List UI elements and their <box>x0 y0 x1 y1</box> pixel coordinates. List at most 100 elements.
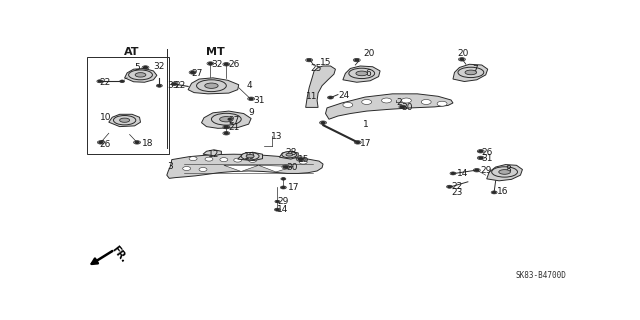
Polygon shape <box>203 150 221 156</box>
Circle shape <box>220 158 228 162</box>
Circle shape <box>248 158 257 162</box>
Circle shape <box>205 157 213 161</box>
Text: 33: 33 <box>167 81 179 90</box>
Text: 3: 3 <box>167 162 173 171</box>
Ellipse shape <box>129 70 152 80</box>
Polygon shape <box>202 111 251 128</box>
Text: 21: 21 <box>229 123 240 132</box>
Circle shape <box>199 167 207 172</box>
Ellipse shape <box>205 83 218 88</box>
Text: 30: 30 <box>401 103 413 112</box>
Polygon shape <box>259 165 293 172</box>
Circle shape <box>225 132 228 134</box>
Circle shape <box>475 169 479 171</box>
Circle shape <box>121 81 124 82</box>
Circle shape <box>460 58 464 60</box>
Circle shape <box>300 160 307 164</box>
Ellipse shape <box>211 113 241 125</box>
Text: 15: 15 <box>298 155 310 164</box>
Text: 16: 16 <box>497 187 508 196</box>
Text: 13: 13 <box>271 132 282 141</box>
Text: SK83-B4700D: SK83-B4700D <box>515 271 566 280</box>
Circle shape <box>307 59 311 61</box>
Polygon shape <box>486 164 522 181</box>
Circle shape <box>329 97 332 98</box>
Polygon shape <box>453 64 488 82</box>
Text: 23: 23 <box>451 188 462 197</box>
Polygon shape <box>188 78 239 94</box>
Bar <box>88 57 169 154</box>
Circle shape <box>182 166 191 171</box>
Text: 10: 10 <box>100 113 111 122</box>
Text: 11: 11 <box>306 92 317 101</box>
Text: 26: 26 <box>482 148 493 157</box>
Ellipse shape <box>241 153 259 160</box>
Circle shape <box>99 141 103 143</box>
Polygon shape <box>167 154 323 178</box>
Text: 19: 19 <box>244 152 255 161</box>
Polygon shape <box>280 151 298 159</box>
Ellipse shape <box>220 116 233 122</box>
Text: 14: 14 <box>277 205 289 214</box>
Text: 20: 20 <box>364 49 375 58</box>
Circle shape <box>321 122 325 124</box>
Polygon shape <box>125 68 157 82</box>
Circle shape <box>225 63 228 65</box>
Circle shape <box>282 178 285 180</box>
Circle shape <box>298 158 303 160</box>
Circle shape <box>228 119 231 120</box>
Text: 14: 14 <box>457 169 468 179</box>
Circle shape <box>282 187 285 188</box>
Text: 22: 22 <box>100 78 111 87</box>
Text: 29: 29 <box>481 166 492 175</box>
Ellipse shape <box>113 116 136 125</box>
Ellipse shape <box>458 67 484 77</box>
Circle shape <box>381 98 392 103</box>
Circle shape <box>135 141 139 143</box>
Circle shape <box>234 158 242 162</box>
Circle shape <box>209 63 212 65</box>
Text: 22: 22 <box>174 81 186 90</box>
Circle shape <box>191 71 195 73</box>
Polygon shape <box>326 94 453 119</box>
Polygon shape <box>306 66 335 108</box>
Circle shape <box>143 67 147 68</box>
Text: 4: 4 <box>246 81 252 90</box>
Text: 2: 2 <box>396 98 402 107</box>
Text: 32: 32 <box>154 62 164 71</box>
Circle shape <box>479 157 483 159</box>
Circle shape <box>362 100 372 104</box>
Circle shape <box>451 172 454 174</box>
Text: 18: 18 <box>142 139 154 148</box>
Circle shape <box>157 85 161 86</box>
Circle shape <box>356 141 360 143</box>
Text: 31: 31 <box>253 96 265 105</box>
Ellipse shape <box>286 153 292 156</box>
Circle shape <box>437 101 447 106</box>
Circle shape <box>173 83 176 85</box>
Circle shape <box>479 150 483 152</box>
Text: 27: 27 <box>229 116 240 125</box>
Ellipse shape <box>465 70 477 75</box>
Text: 6: 6 <box>365 69 371 78</box>
Polygon shape <box>343 66 380 82</box>
Text: 22: 22 <box>451 182 462 191</box>
Ellipse shape <box>135 73 146 77</box>
Text: 26: 26 <box>229 60 240 69</box>
Text: 9: 9 <box>249 108 254 117</box>
Circle shape <box>98 80 102 82</box>
Ellipse shape <box>356 71 367 76</box>
Text: 24: 24 <box>338 91 349 100</box>
Text: AT: AT <box>124 47 139 57</box>
Text: FR.: FR. <box>110 244 129 265</box>
Text: 27: 27 <box>191 69 203 78</box>
Circle shape <box>276 209 279 211</box>
Text: 28: 28 <box>286 148 297 157</box>
Text: MT: MT <box>207 47 225 57</box>
Circle shape <box>493 192 496 193</box>
Text: 17: 17 <box>288 183 300 192</box>
Circle shape <box>284 166 288 168</box>
Circle shape <box>249 98 253 100</box>
Circle shape <box>401 106 404 108</box>
Text: 17: 17 <box>360 139 372 148</box>
